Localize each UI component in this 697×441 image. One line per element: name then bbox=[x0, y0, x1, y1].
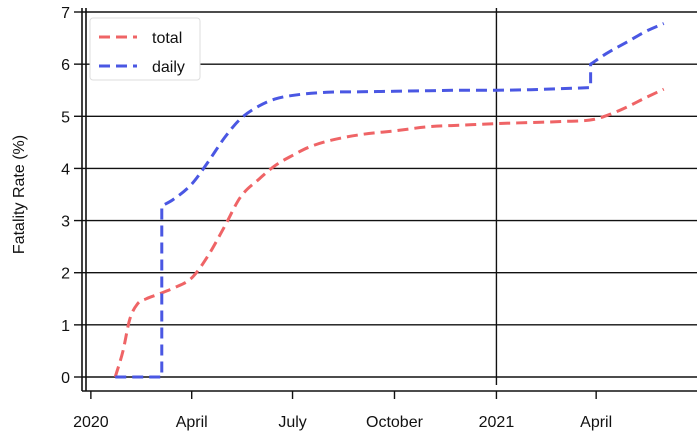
y-axis-label: Fatality Rate (%) bbox=[11, 135, 28, 254]
series-layer bbox=[113, 22, 665, 379]
y-axis-ticks: 0 1 2 3 4 5 6 7 bbox=[61, 5, 82, 387]
legend-label-total: total bbox=[152, 30, 182, 47]
y-tick-label: 3 bbox=[61, 214, 70, 231]
legend-label-daily: daily bbox=[152, 59, 185, 76]
series-line-daily bbox=[115, 22, 665, 379]
x-tick-label: April bbox=[176, 414, 208, 431]
x-tick-label: 2020 bbox=[73, 414, 109, 431]
x-tick-label: April bbox=[580, 414, 612, 431]
legend: total daily bbox=[89, 17, 201, 81]
y-tick-label: 7 bbox=[61, 5, 70, 22]
y-tick-label: 5 bbox=[61, 109, 70, 126]
x-tick-label: 2021 bbox=[479, 414, 515, 431]
y-tick-label: 4 bbox=[61, 161, 70, 178]
y-tick-label: 1 bbox=[61, 318, 70, 335]
x-tick-label: October bbox=[366, 414, 424, 431]
series-line-total bbox=[113, 87, 665, 378]
axes bbox=[81, 8, 697, 392]
x-tick-label: July bbox=[278, 414, 306, 431]
x-axis-ticks: 2020 April July October 2021 April bbox=[73, 391, 612, 431]
y-tick-label: 6 bbox=[61, 57, 70, 74]
y-tick-label: 2 bbox=[61, 266, 70, 283]
y-tick-label: 0 bbox=[61, 370, 70, 387]
